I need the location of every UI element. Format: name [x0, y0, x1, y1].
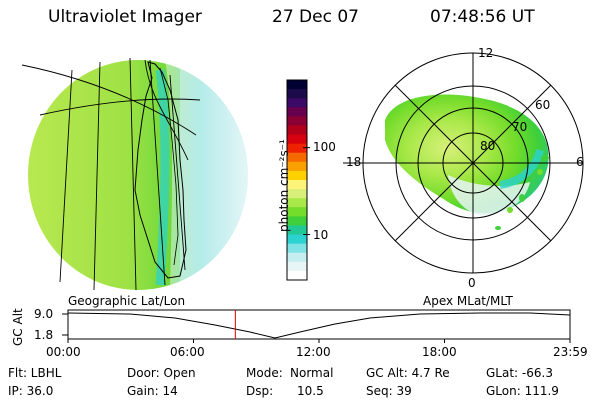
altitude-timeline: [62, 309, 571, 343]
colorbar-cell: [287, 107, 307, 117]
gc-alt-axis-label: GC Alt: [11, 308, 25, 346]
dsp-value: 10.5: [297, 384, 324, 398]
colorbar-cell: [287, 207, 307, 217]
colorbar-cell: [287, 116, 307, 126]
time-label: 07:48:56 UT: [430, 7, 535, 27]
colorbar-cell: [287, 243, 307, 254]
geographic-label: Geographic Lat/Lon: [68, 294, 186, 308]
door-info: Door: Open: [127, 366, 196, 380]
apex-label: Apex MLat/MLT: [423, 294, 513, 308]
colorbar-cell: [287, 80, 307, 90]
x-tick-0000: 00:00: [46, 345, 81, 359]
polar-plot: [343, 52, 584, 274]
mlt-label-6: 6: [576, 155, 584, 169]
colorbar-cell: [287, 134, 307, 145]
x-tick-0600: 06:00: [170, 345, 205, 359]
mlt-label-0: 0: [468, 276, 476, 290]
colorbar-cell: [287, 225, 307, 236]
colorbar: [286, 79, 310, 281]
colorbar-cell: [287, 252, 307, 263]
flt-info: Flt: LBHL: [8, 366, 62, 380]
colorbar-cell: [287, 143, 307, 154]
ip-info: IP: 36.0: [8, 384, 54, 398]
colorbar-cell: [287, 189, 307, 199]
colorbar-cell: [287, 170, 307, 181]
colorbar-cell: [287, 180, 307, 190]
instrument-title: Ultraviolet Imager: [48, 7, 202, 27]
glon-info: GLon: 111.9: [486, 384, 559, 398]
y-tick-1.8: 1.8: [34, 328, 54, 342]
colorbar-cell: [287, 270, 307, 281]
colorbar-cell: [287, 125, 307, 136]
colorbar-tick-100: 100: [313, 140, 336, 154]
mode-label: Mode:: [246, 366, 283, 380]
dsp-label: Dsp:: [246, 384, 274, 398]
x-tick-1800: 18:00: [422, 345, 457, 359]
mode-value: Normal: [290, 366, 334, 380]
y-tick-9: 9.0: [34, 307, 54, 321]
seq-info: Seq: 39: [366, 384, 412, 398]
earth-image: [21, 57, 248, 291]
mlat-label-80: 80: [480, 139, 496, 153]
colorbar-unit-label: photon cm⁻²s⁻¹: [277, 139, 291, 232]
geo-grid: [21, 57, 201, 291]
colorbar-cell: [287, 98, 307, 108]
colorbar-cell: [287, 261, 307, 272]
glat-info: GLat: -66.3: [486, 366, 553, 380]
colorbar-tick-10: 10: [313, 228, 329, 242]
colorbar-cell: [287, 234, 307, 245]
x-tick-1200: 12:00: [296, 345, 331, 359]
colorbar-cell: [287, 216, 307, 226]
colorbar-cell: [287, 152, 307, 163]
gain-info: Gain: 14: [127, 384, 178, 398]
mlat-label-70: 70: [512, 120, 528, 134]
coastline: [134, 61, 187, 279]
colorbar-cell: [287, 198, 307, 208]
mlt-label-18: 18: [346, 155, 362, 169]
colorbar-cell: [287, 89, 307, 99]
date-label: 27 Dec 07: [272, 7, 359, 27]
mlt-label-12: 12: [478, 46, 494, 60]
altitude-curve: [67, 312, 571, 339]
gc-alt-info: GC Alt: 4.7 Re: [366, 366, 450, 380]
mlat-label-60: 60: [535, 98, 551, 112]
colorbar-cell: [287, 161, 307, 172]
x-tick-2359: 23:59: [553, 345, 588, 359]
